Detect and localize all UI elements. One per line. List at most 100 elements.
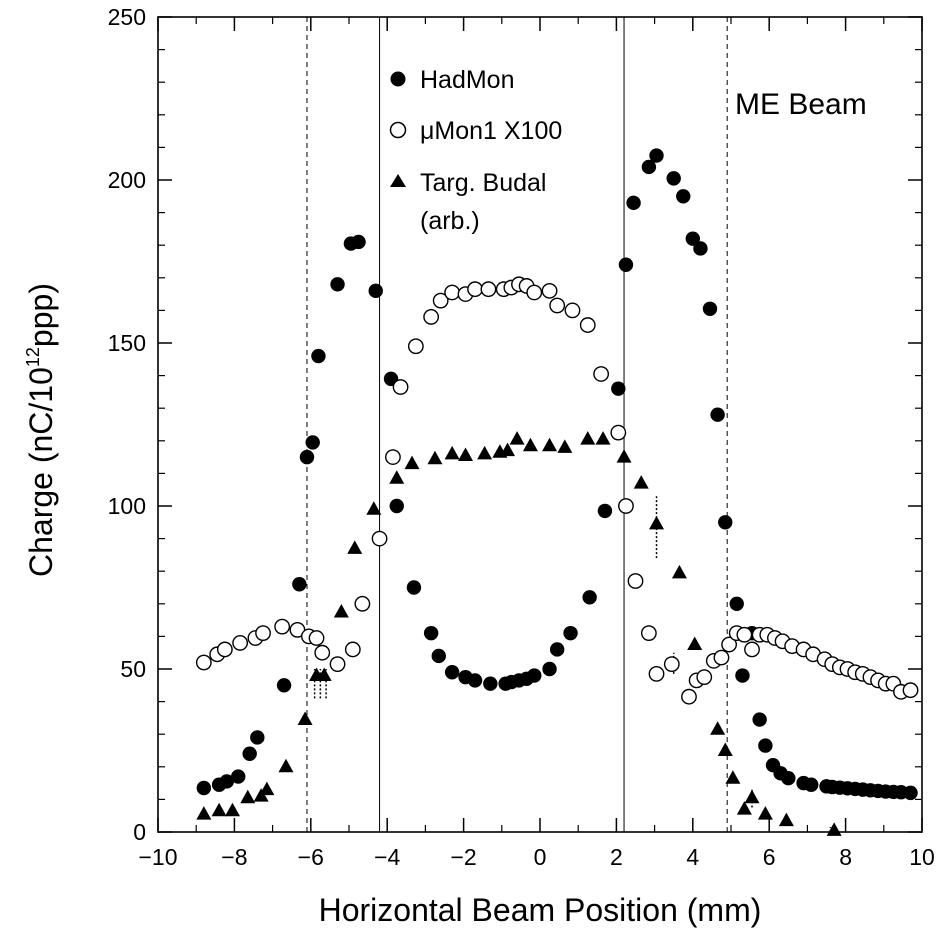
point-budal xyxy=(778,812,794,827)
point-hadmon xyxy=(292,577,307,592)
point-budal xyxy=(826,822,842,836)
point-budal xyxy=(427,450,443,465)
point-mumon1 xyxy=(444,284,461,301)
point-budal xyxy=(196,806,212,820)
point-budal xyxy=(477,445,493,460)
point-mumon1 xyxy=(721,636,737,653)
point-mumon1 xyxy=(681,688,697,705)
point-hadmon xyxy=(563,625,578,641)
series-1 xyxy=(195,276,919,705)
point-budal xyxy=(649,515,665,530)
point-budal xyxy=(389,470,405,484)
point-budal xyxy=(687,636,703,651)
point-hadmon xyxy=(549,642,565,657)
point-mumon1 xyxy=(314,644,331,661)
point-budal xyxy=(278,758,294,773)
point-mumon1 xyxy=(195,654,212,671)
point-hadmon xyxy=(641,159,657,175)
y-tick-label: 0 xyxy=(133,819,146,845)
point-mumon1 xyxy=(526,284,543,301)
point-budal xyxy=(671,564,687,579)
legend-marker-mumon xyxy=(389,121,407,139)
point-mumon1 xyxy=(423,309,440,325)
x-tick-label: 10 xyxy=(909,844,935,870)
point-mumon1 xyxy=(274,618,291,635)
y-axis-title-sup: 12 xyxy=(23,347,43,367)
point-hadmon xyxy=(666,171,681,186)
point-budal xyxy=(725,770,741,784)
point-budal xyxy=(542,437,558,452)
point-budal xyxy=(224,802,240,817)
point-hadmon xyxy=(685,231,700,246)
point-hadmon xyxy=(618,257,634,272)
point-budal xyxy=(444,445,460,460)
y-axis-title: Charge (nC/1012ppp) xyxy=(23,283,59,577)
point-budal xyxy=(557,439,573,453)
point-mumon1 xyxy=(564,302,581,319)
point-hadmon xyxy=(804,777,819,792)
series-0 xyxy=(196,148,918,801)
x-tick-label: 2 xyxy=(610,844,623,870)
point-mumon1 xyxy=(736,626,753,643)
point-mumon1 xyxy=(696,669,713,686)
point-hadmon xyxy=(597,503,613,519)
point-hadmon xyxy=(903,785,918,801)
point-mumon1 xyxy=(541,282,558,299)
series-2 xyxy=(196,431,842,836)
point-mumon1 xyxy=(663,656,680,673)
point-mumon1 xyxy=(713,649,730,666)
point-budal xyxy=(211,802,227,817)
point-mumon1 xyxy=(610,424,627,441)
point-hadmon xyxy=(250,730,265,745)
legend-marker-budal xyxy=(390,174,406,187)
point-hadmon xyxy=(710,407,725,422)
x-axis-title: Horizontal Beam Position (mm) xyxy=(319,892,762,928)
point-mumon1 xyxy=(344,641,361,658)
point-hadmon xyxy=(299,449,315,465)
point-hadmon xyxy=(219,774,234,789)
error-bars xyxy=(313,496,832,832)
point-hadmon xyxy=(758,738,773,753)
point-mumon1 xyxy=(593,366,610,382)
legend: HadMon μMon1 X100 Targ. Budal (arb.) xyxy=(389,66,562,235)
point-mumon1 xyxy=(432,292,449,309)
point-mumon1 xyxy=(627,573,644,589)
point-budal xyxy=(744,789,760,804)
x-tick-label: 0 xyxy=(534,844,547,870)
point-hadmon xyxy=(735,668,750,683)
point-hadmon xyxy=(676,189,691,204)
point-mumon1 xyxy=(216,641,233,658)
point-mumon1 xyxy=(640,625,657,642)
point-budal xyxy=(616,449,632,463)
point-mumon1 xyxy=(618,498,634,514)
point-mumon1 xyxy=(467,281,483,298)
point-hadmon xyxy=(196,780,212,796)
point-hadmon xyxy=(351,234,366,250)
point-hadmon xyxy=(330,277,345,292)
point-mumon1 xyxy=(308,630,325,646)
point-hadmon xyxy=(781,771,796,786)
point-budal xyxy=(347,540,363,554)
beam-annotation: ME Beam xyxy=(735,88,867,121)
point-hadmon xyxy=(611,381,626,396)
point-budal xyxy=(333,603,349,618)
point-hadmon xyxy=(467,673,483,688)
x-tick-label: 4 xyxy=(686,844,699,870)
point-hadmon xyxy=(305,435,320,450)
point-mumon1 xyxy=(255,625,271,642)
point-hadmon xyxy=(311,348,326,364)
legend-label-budal: Targ. Budal xyxy=(420,169,546,197)
point-budal xyxy=(240,789,256,804)
x-tick-label: −10 xyxy=(138,844,177,870)
point-hadmon xyxy=(527,668,542,683)
point-budal xyxy=(366,501,382,515)
point-hadmon xyxy=(431,648,446,664)
point-budal xyxy=(509,431,525,445)
y-axis-title-suffix: ppp) xyxy=(23,283,59,347)
point-mumon1 xyxy=(480,281,497,298)
point-mumon1 xyxy=(232,635,249,651)
x-tick-label: −6 xyxy=(298,844,324,870)
point-hadmon xyxy=(444,665,460,680)
